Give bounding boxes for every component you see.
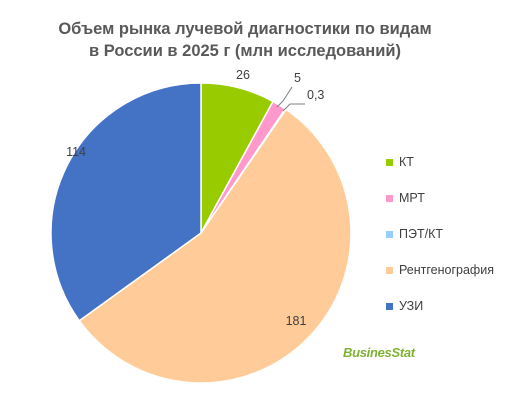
legend-label-rentgenografiya: Рентгенография <box>399 263 494 277</box>
legend-swatch-uzi <box>386 302 393 310</box>
pie-slice-3 <box>78 108 352 384</box>
legend-item-mrt: МРТ <box>386 180 494 216</box>
leader-line-1 <box>276 86 293 108</box>
legend-label-uzi: УЗИ <box>399 299 424 313</box>
legend-item-kt: КТ <box>386 144 494 180</box>
chart-legend: КТ МРТ ПЭТ/КТ Рентгенография УЗИ <box>386 144 494 324</box>
legend-label-kt: КТ <box>399 155 414 169</box>
leader-line-2 <box>282 103 305 112</box>
legend-label-mrt: МРТ <box>399 191 425 205</box>
legend-item-pet-kt: ПЭТ/КТ <box>386 216 494 252</box>
legend-item-rentgenografiya: Рентгенография <box>386 252 494 288</box>
legend-swatch-pet-kt <box>386 230 393 238</box>
chart-title: Объем рынка лучевой диагностики по видам… <box>0 18 490 62</box>
businesstat-logo: BusinesStat <box>343 345 415 360</box>
legend-label-pet-kt: ПЭТ/КТ <box>399 227 443 241</box>
chart-title-line-1: Объем рынка лучевой диагностики по видам <box>58 20 432 38</box>
data-label-0: 26 <box>236 68 250 82</box>
pie-slice-4 <box>50 82 202 322</box>
legend-swatch-kt <box>386 158 393 166</box>
data-label-4: 114 <box>66 145 86 159</box>
legend-item-uzi: УЗИ <box>386 288 494 324</box>
legend-swatch-rentgenografiya <box>386 266 393 274</box>
chart-title-line-2: в России в 2025 г (млн исследований) <box>89 42 401 60</box>
data-label-3: 181 <box>286 314 307 328</box>
data-label-2: 0,3 <box>307 88 324 102</box>
legend-swatch-mrt <box>386 194 393 202</box>
data-label-1: 5 <box>294 71 301 85</box>
